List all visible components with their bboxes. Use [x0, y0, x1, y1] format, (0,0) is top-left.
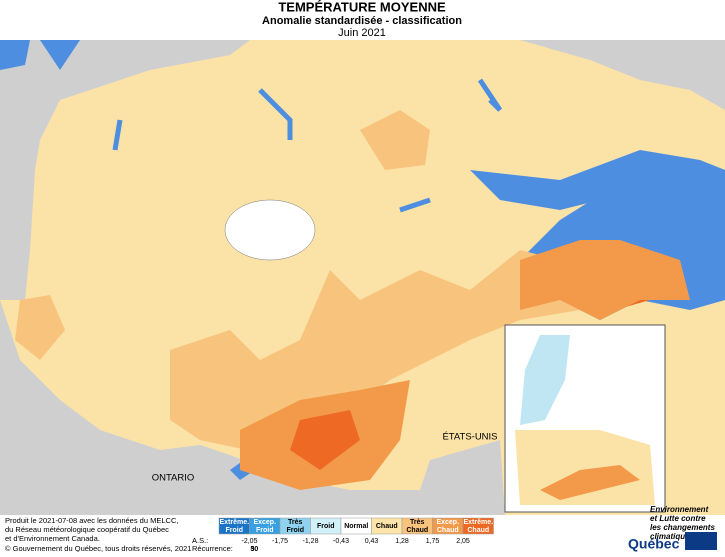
legend-class: Très Froid [287, 519, 305, 534]
legend-threshold: 1,75 [426, 538, 440, 545]
map [0, 40, 725, 515]
logo-flag [685, 532, 717, 550]
legend: Extrême. Froid Excep. Froid Très Froid Froid No… [192, 517, 494, 553]
legend-threshold: -1,75 [272, 538, 288, 545]
legend-class: Extrême. Froid [219, 519, 249, 534]
subtitle: Anomalie standardisée - classification [262, 15, 462, 27]
credit: du Réseau météorologique coopératif du Q… [5, 525, 169, 534]
logo-brand: Québec [628, 536, 680, 552]
legend-threshold: 1,28 [395, 538, 409, 545]
legend-recurrence: 5 [251, 546, 255, 552]
credit: et d'Environnement Canada. [5, 534, 100, 543]
legend-class: Excep. Chaud [436, 519, 459, 534]
logo-text: Environnement [650, 505, 709, 514]
legend-threshold: -2,05 [242, 538, 258, 545]
legend-threshold: -1,28 [303, 538, 319, 545]
logo-text: les changements [650, 523, 715, 532]
map-label: ONTARIO [152, 473, 195, 484]
legend-label: A.S.: [192, 536, 208, 545]
legend-threshold: 2,05 [456, 538, 470, 545]
legend-swatch [462, 517, 494, 535]
logo-text: climatiques [650, 532, 695, 541]
legend-label: Récurrence: [192, 544, 233, 552]
title: TEMPÉRATURE MOYENNE [278, 0, 446, 14]
credit: © Gouvernement du Québec, tous droits ré… [5, 544, 191, 552]
legend-class: Extrême. Chaud [463, 519, 493, 534]
legend-class: Chaud [376, 523, 398, 530]
legend-recurrence: 30 [251, 546, 259, 552]
legend-threshold: -0,43 [333, 538, 349, 545]
logo-text: et Lutte contre [650, 514, 706, 523]
date: Juin 2021 [338, 27, 386, 39]
legend-threshold: 0,43 [365, 538, 379, 545]
legend-class: Excep. Froid [253, 519, 276, 534]
legend-class: Froid [317, 523, 335, 530]
map-label: ÉTATS-UNIS [442, 432, 497, 443]
legend-class: Très Chaud [406, 519, 428, 534]
legend-class: Normal [344, 523, 368, 530]
credit: Produit le 2021-07-08 avec les données d… [5, 516, 178, 525]
